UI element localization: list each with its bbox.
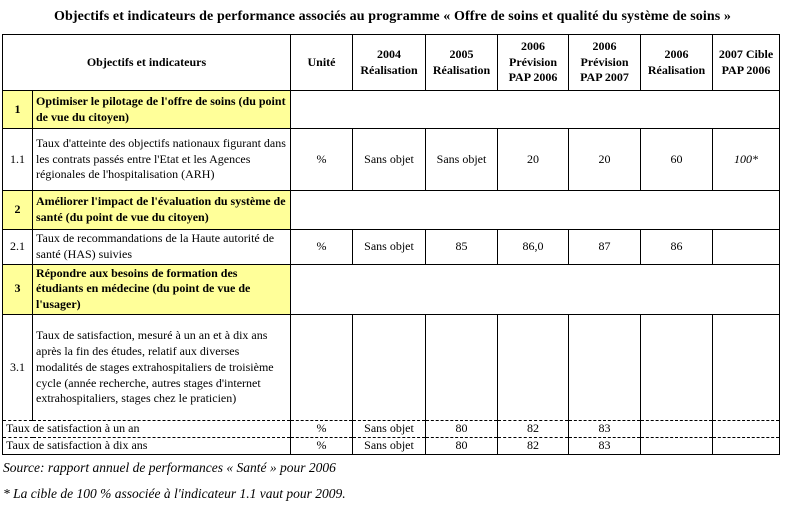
indicator-label: Taux d'atteinte des objectifs nationaux … [32, 128, 291, 191]
value-2006-realisation: 60 [640, 128, 713, 191]
col-header-2004-realisation: 2004 Réalisation [352, 34, 426, 91]
value-2005: Sans objet [425, 128, 498, 191]
empty-merged-cell [290, 90, 780, 129]
col-header-2007-cible-pap2006: 2007 Cible PAP 2006 [712, 34, 780, 91]
objective-number: 1 [2, 90, 33, 129]
value-2004: Sans objet [352, 128, 426, 191]
footnote-cible: * La cible de 100 % associée à l'indicat… [3, 485, 346, 501]
objective-label: Optimiser le pilotage de l'offre de soin… [32, 90, 291, 129]
objective-label: Améliorer l'impact de l'évaluation du sy… [32, 190, 291, 230]
value-2006-pap2007: 83 [568, 420, 641, 438]
objective-number: 2 [2, 190, 33, 230]
subrow-label: Taux de satisfaction à dix ans [2, 436, 291, 455]
value-2006-pap2007: 20 [568, 128, 641, 191]
source-note: Source: rapport annuel de performances «… [3, 459, 336, 475]
value-unit [290, 314, 353, 422]
value-unit: % [290, 128, 353, 191]
indicator-label: Taux de recommandations de la Haute auto… [32, 229, 291, 265]
subrow-satisfaction-un-an: Taux de satisfaction à un an % Sans obje… [2, 420, 780, 438]
value-2006-pap2006: 82 [497, 436, 569, 455]
value-2005: 80 [425, 420, 498, 438]
col-header-2006-realisation: 2006 Réalisation [640, 34, 713, 91]
objective-label: Répondre aux besoins de formation des ét… [32, 263, 291, 316]
value-2004: Sans objet [352, 229, 426, 265]
subrow-label: Taux de satisfaction à un an [2, 420, 291, 438]
value-2006-pap2006 [497, 314, 569, 422]
value-unit: % [290, 420, 353, 438]
table-header-row: Objectifs et indicateurs Unité 2004 Réal… [2, 34, 780, 91]
value-2006-pap2007 [568, 314, 641, 422]
value-2005 [425, 314, 498, 422]
indicator-number: 2.1 [2, 229, 33, 265]
empty-merged-cell [290, 190, 780, 230]
col-header-2006-prevision-pap2006: 2006 Prévision PAP 2006 [497, 34, 569, 91]
value-2005: 85 [425, 229, 498, 265]
value-2006-realisation [640, 436, 713, 455]
value-2007-cible [712, 314, 780, 422]
objective-row-2: 2 Améliorer l'impact de l'évaluation du … [2, 190, 780, 230]
subrow-satisfaction-dix-ans: Taux de satisfaction à dix ans % Sans ob… [2, 436, 780, 455]
value-2006-realisation: 86 [640, 229, 713, 265]
col-header-2005-realisation: 2005 Réalisation [425, 34, 498, 91]
value-2007-cible [712, 436, 780, 455]
col-header-2006-prevision-pap2007: 2006 Prévision PAP 2007 [568, 34, 641, 91]
value-2004: Sans objet [352, 436, 426, 455]
indicator-number: 3.1 [2, 314, 33, 422]
indicator-label: Taux de satisfaction, mesuré à un an et … [32, 314, 291, 422]
objective-row-1: 1 Optimiser le pilotage de l'offre de so… [2, 90, 780, 129]
table-footer: Source: rapport annuel de performances «… [3, 460, 785, 502]
value-2006-pap2006: 82 [497, 420, 569, 438]
objective-row-3: 3 Répondre aux besoins de formation des … [2, 263, 780, 316]
value-unit: % [290, 436, 353, 455]
value-2006-pap2006: 86,0 [497, 229, 569, 265]
performance-table: Objectifs et indicateurs Unité 2004 Réal… [2, 34, 780, 455]
empty-merged-cell [290, 263, 780, 316]
value-2004 [352, 314, 426, 422]
col-header-objectifs: Objectifs et indicateurs [2, 34, 291, 91]
col-header-unite: Unité [290, 34, 353, 91]
value-2006-realisation [640, 314, 713, 422]
value-2007-cible: 100* [712, 128, 780, 191]
indicator-row-1-1: 1.1 Taux d'atteinte des objectifs nation… [2, 128, 780, 191]
value-unit: % [290, 229, 353, 265]
value-2006-realisation [640, 420, 713, 438]
value-2006-pap2007: 83 [568, 436, 641, 455]
indicator-row-2-1: 2.1 Taux de recommandations de la Haute … [2, 229, 780, 265]
value-2007-cible [712, 420, 780, 438]
value-2004: Sans objet [352, 420, 426, 438]
value-2006-pap2007: 87 [568, 229, 641, 265]
value-2007-cible [712, 229, 780, 265]
indicator-row-3-1: 3.1 Taux de satisfaction, mesuré à un an… [2, 314, 780, 422]
value-2006-pap2006: 20 [497, 128, 569, 191]
objective-number: 3 [2, 263, 33, 316]
indicator-number: 1.1 [2, 128, 33, 191]
page-title: Objectifs et indicateurs de performance … [53, 9, 732, 24]
value-2005: 80 [425, 436, 498, 455]
